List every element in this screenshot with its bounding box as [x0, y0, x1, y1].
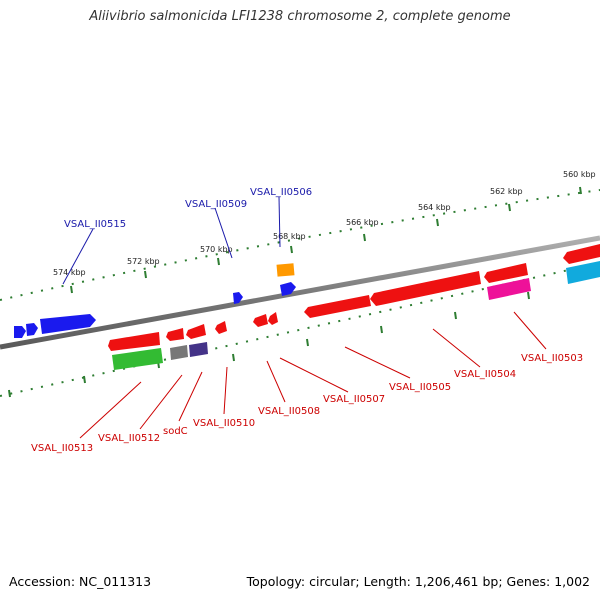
label-vsal-ii0515[interactable]: VSAL_II0515 — [64, 219, 126, 230]
label-vsal-ii0504[interactable]: VSAL_II0504 — [454, 369, 516, 380]
chromosome-backbone — [0, 235, 600, 350]
tick-label-566: 566 kbp — [346, 218, 379, 227]
inner-tick-7 — [454, 311, 457, 320]
gene-arrow-vsal-ii0504[interactable] — [484, 263, 528, 283]
label-vsal-ii0508[interactable]: VSAL_II0508 — [258, 406, 320, 417]
inner-tick-1 — [8, 389, 11, 398]
outer-tick-566 — [363, 233, 366, 242]
callout-line-vsal-ii0503 — [513, 311, 547, 350]
gene-arrow-vsal-ii0508[interactable] — [253, 314, 268, 327]
inner-tick-4 — [232, 353, 235, 362]
callout-line-vsal-ii0515 — [62, 228, 94, 285]
gene-arrow-vsal-ii0513[interactable] — [108, 332, 160, 351]
reverse-genes — [108, 244, 600, 370]
reverse-callout-lines — [79, 311, 547, 439]
gene-arrow[interactable] — [14, 326, 26, 338]
label-vsal-ii0503[interactable]: VSAL_II0503 — [521, 353, 583, 364]
label-vsal-ii0510[interactable]: VSAL_II0510 — [193, 418, 255, 429]
callout-line-vsal-ii0504 — [432, 328, 481, 368]
accession-text: Accession: NC_011313 — [9, 574, 152, 589]
tick-label-568: 568 kbp — [273, 232, 306, 241]
gene-arrow[interactable] — [563, 244, 600, 264]
gene-arrow-vsal-ii0512[interactable] — [166, 328, 184, 341]
label-vsal-ii0507[interactable]: VSAL_II0507 — [323, 394, 385, 405]
inner-tick-6 — [380, 325, 383, 334]
gene-box-orange[interactable] — [276, 263, 295, 277]
outer-major-ticks — [70, 186, 582, 294]
inner-tick-5 — [306, 338, 309, 347]
gene-box-green[interactable] — [112, 348, 163, 370]
callout-line-vsal-ii0512 — [139, 374, 183, 430]
gene-arrow[interactable] — [26, 323, 38, 336]
gene-box-gray[interactable] — [170, 345, 188, 360]
gene-arrow-vsal-ii0515[interactable] — [40, 314, 96, 334]
map-title: Aliivibrio salmonicida LFI1238 chromosom… — [89, 9, 511, 24]
tick-label-572: 572 kbp — [127, 257, 160, 266]
label-vsal-ii0505[interactable]: VSAL_II0505 — [389, 382, 451, 393]
outer-scale-track — [0, 189, 600, 301]
tick-label-570: 570 kbp — [200, 245, 233, 254]
label-sodc[interactable]: sodC — [163, 426, 188, 437]
callout-line-vsal-ii0510 — [223, 366, 228, 415]
label-vsal-ii0513[interactable]: VSAL_II0513 — [31, 443, 93, 454]
callout-line-vsal-ii0513 — [79, 381, 142, 439]
gene-box-magenta[interactable] — [487, 278, 531, 300]
outer-tick-560 — [579, 186, 582, 195]
outer-tick-564 — [436, 218, 439, 227]
outer-tick-570 — [217, 257, 220, 266]
gene-arrow[interactable] — [268, 312, 278, 325]
callout-line-vsal-ii0505 — [344, 346, 411, 379]
inner-tick-2 — [83, 375, 86, 384]
callout-line-vsal-ii0506 — [278, 196, 281, 248]
label-vsal-ii0506[interactable]: VSAL_II0506 — [250, 187, 312, 198]
gene-arrow-vsal-ii0506[interactable] — [280, 282, 296, 296]
gene-arrow-vsal-ii0510[interactable] — [215, 321, 227, 334]
gene-box-slate[interactable] — [189, 342, 208, 357]
callout-line-vsal-ii0508 — [266, 360, 286, 403]
label-vsal-ii0512[interactable]: VSAL_II0512 — [98, 433, 160, 444]
outer-tick-562 — [508, 203, 511, 212]
outer-tick-568 — [290, 245, 293, 254]
genome-summary-text: Topology: circular; Length: 1,206,461 bp… — [246, 574, 590, 589]
label-vsal-ii0509[interactable]: VSAL_II0509 — [185, 199, 247, 210]
tick-label-560: 560 kbp — [563, 170, 596, 179]
forward-genes — [14, 261, 600, 338]
outer-tick-572 — [144, 270, 147, 279]
gene-arrow-vsal-ii0505[interactable] — [370, 271, 481, 306]
outer-tick-574 — [70, 285, 73, 294]
callout-line-vsal-ii0507 — [279, 357, 349, 393]
callout-line-sodc — [178, 371, 203, 422]
gene-arrow-vsal-ii0509[interactable] — [233, 292, 243, 304]
gene-arrow-vsal-ii0507[interactable] — [304, 295, 371, 318]
gene-arrow-sodc[interactable] — [186, 324, 206, 339]
gene-box-cyan[interactable] — [566, 261, 600, 284]
forward-callout-lines — [62, 196, 281, 285]
callout-line-vsal-ii0509 — [214, 207, 233, 259]
tick-label-562: 562 kbp — [490, 187, 523, 196]
inner-tick-8 — [527, 291, 530, 300]
tick-label-564: 564 kbp — [418, 203, 451, 212]
